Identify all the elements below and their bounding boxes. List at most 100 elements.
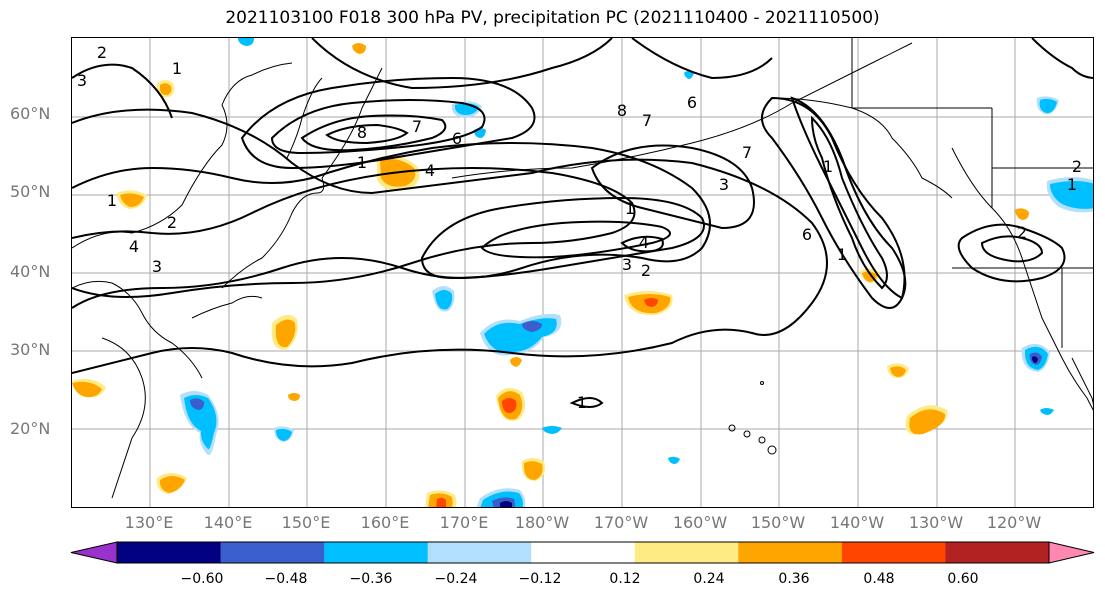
precip-patch [1050,181,1093,209]
graticule [72,38,1093,507]
precip-patch [1032,356,1038,363]
lon-label-170e: 170°E [439,513,489,532]
precip-patch [1015,208,1029,220]
contour-label: 6 [687,93,697,112]
precip-patch [523,461,543,480]
colorbar-tick-label: 0.12 [609,571,641,587]
lon-label-130e: 130°E [124,513,174,532]
contour-label: 7 [642,111,652,130]
lon-label-160e: 160°E [360,513,410,532]
lon-label-150w: 150°W [750,513,806,532]
colorbar-segments [70,541,1095,564]
precip-patch [684,71,694,79]
colorbar-segment [634,542,739,563]
contour-label: 6 [802,225,812,244]
contour-label: 1 [172,59,182,78]
contour-label: 7 [412,117,422,136]
precip-patch [435,290,453,310]
precip-patch [184,395,217,450]
contour-label: 4 [639,233,649,252]
precip-patch [159,476,185,493]
lon-label-140w: 140°W [829,513,885,532]
lon-label-130w: 130°W [908,513,964,532]
contour-label: 2 [167,213,177,232]
map-panel: 2 3 1 8 7 6 1 4 1 2 4 3 1 3 2 4 8 7 6 7 … [71,37,1094,508]
precip-patch [238,38,254,46]
precip-patch [72,381,102,398]
lat-label-20n: 20°N [10,419,51,438]
colorbar-segment [531,542,636,563]
colorbar-extend-high [1048,541,1095,564]
precip-patch [474,128,486,138]
precip-patch [1040,408,1054,415]
colorbar-tick-label: 0.48 [863,571,895,587]
colorbar-frame [116,541,1050,564]
pv-contours [72,38,1093,408]
contour-label: 1 [625,199,635,218]
colorbar-tick-label: −0.36 [349,571,393,587]
contour-label: 3 [152,257,162,276]
lat-label-40n: 40°N [10,262,51,281]
precip-patch [436,497,446,507]
contour-label-group: 2 3 1 8 7 6 1 4 1 2 4 3 1 3 2 4 8 7 6 7 … [77,43,1082,412]
colorbar-segment [117,542,222,563]
contour-label: 1 [837,245,847,264]
colorbar-tick-label: −0.60 [180,571,224,587]
precip-patch [276,428,292,441]
lat-label-60n: 60°N [10,104,51,123]
contour-label: 8 [357,123,367,142]
precip-patch [1039,98,1057,114]
contour-label: 6 [452,129,462,148]
colorbar-tick-label: −0.48 [264,571,308,587]
contour-label: 1 [1067,175,1077,194]
contour-label: 2 [1017,223,1027,242]
colorbar-segment [220,542,325,563]
colorbar-tick-label: 0.24 [693,571,725,587]
lon-label-160w: 160°W [672,513,728,532]
contour-label: 2 [97,43,107,62]
contour-label: 4 [425,161,435,180]
precip-patch [542,426,562,434]
lon-label-180w: 180°W [514,513,570,532]
lon-label-150e: 150°E [281,513,331,532]
contour-label: 7 [742,143,752,162]
colorbar-tick-label: −0.24 [434,571,478,587]
contour-label: 4 [129,237,139,256]
precip-patch [190,398,204,410]
contour-label: 3 [622,255,632,274]
colorbar-tick-label: 0.36 [778,571,810,587]
contour-label: 3 [77,71,87,90]
lat-label-50n: 50°N [10,182,51,201]
precip-patch [502,398,517,413]
precip-patch [500,501,512,507]
chart-title: 2021103100 F018 300 hPa PV, precipitatio… [225,8,880,28]
contour-label: 8 [617,101,627,120]
contour-label: 2 [641,261,651,280]
contour-label: 2 [1072,157,1082,176]
precip-patch [120,193,144,207]
lat-label-30n: 30°N [10,340,51,359]
colorbar-segment [945,542,1050,563]
precip-patch [275,319,296,348]
precip-patch [909,409,946,435]
colorbar-tick-label: 0.60 [947,571,979,587]
colorbar-segment [427,542,532,563]
precip-patch [352,43,366,54]
map-canvas: 2 3 1 8 7 6 1 4 1 2 4 3 1 3 2 4 8 7 6 7 … [72,38,1093,507]
lon-label-170w: 170°W [593,513,649,532]
precip-patch [644,298,658,307]
lon-label-120w: 120°W [986,513,1042,532]
colorbar-segment [841,542,946,563]
contour-label: 1 [107,191,117,210]
contour-label: 3 [719,175,729,194]
lon-label-140e: 140°E [203,513,253,532]
colorbar-segment [324,542,429,563]
precip-patch [510,357,522,367]
precip-patch [668,456,680,464]
contour-label: 1 [577,393,587,412]
colorbar-segment [738,542,843,563]
colorbar-tick-label: −0.12 [518,571,562,587]
contour-label: 1 [823,157,833,176]
precip-patch [890,366,906,377]
colorbar-extend-low [70,541,118,564]
